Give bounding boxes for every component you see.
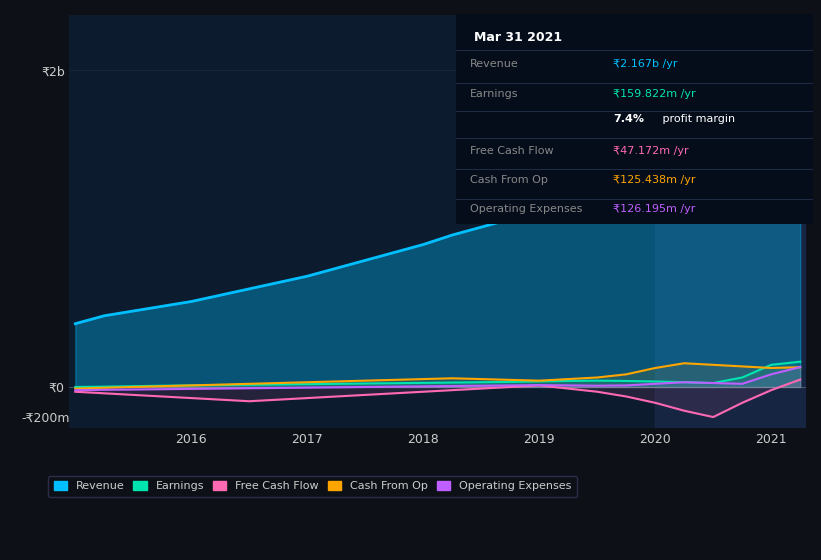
Text: ₹125.438m /yr: ₹125.438m /yr [612,175,695,185]
Text: profit margin: profit margin [659,114,736,124]
Text: Earnings: Earnings [470,89,518,99]
Text: ₹159.822m /yr: ₹159.822m /yr [612,89,695,99]
Text: Revenue: Revenue [470,59,519,69]
Text: ₹47.172m /yr: ₹47.172m /yr [612,146,689,156]
Text: ₹126.195m /yr: ₹126.195m /yr [612,204,695,214]
Text: 7.4%: 7.4% [612,114,644,124]
Legend: Revenue, Earnings, Free Cash Flow, Cash From Op, Operating Expenses: Revenue, Earnings, Free Cash Flow, Cash … [48,476,577,497]
Text: -₹200m: -₹200m [21,412,70,425]
Text: Cash From Op: Cash From Op [470,175,548,185]
Text: Mar 31 2021: Mar 31 2021 [474,31,562,44]
Text: Free Cash Flow: Free Cash Flow [470,146,553,156]
Bar [655,15,806,428]
Text: Operating Expenses: Operating Expenses [470,204,582,214]
Text: ₹2.167b /yr: ₹2.167b /yr [612,59,677,69]
